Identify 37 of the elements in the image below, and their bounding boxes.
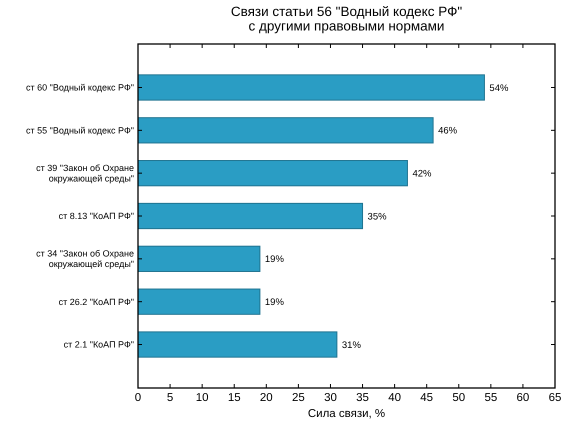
chart-title: Связи статьи 56 "Водный кодекс РФ" с другими правовыми нормами: [230, 4, 462, 34]
y-tick-label: ст 55 "Водный кодекс РФ": [26, 125, 134, 136]
x-axis-title: Сила связи, %: [308, 408, 386, 420]
data-label: 19%: [264, 254, 284, 266]
x-tick-label: 15: [228, 392, 241, 404]
data-label: 19%: [264, 297, 284, 308]
bar: [138, 288, 260, 315]
x-tick-label: 60: [516, 392, 530, 404]
y-tick-label: ст 34 "Закон об Охране окружающей среды": [36, 248, 134, 270]
data-label: 42%: [412, 168, 432, 180]
y-tick-label: ст 60 "Водный кодекс РФ": [26, 82, 134, 93]
y-tick-label: ст 8.13 "КоАП РФ": [58, 211, 134, 222]
bar: [138, 331, 338, 358]
bar: [138, 160, 408, 186]
x-tick-label: 20: [260, 392, 273, 404]
x-tick-label: 55: [484, 392, 498, 404]
data-label: 46%: [438, 126, 458, 137]
bar: [138, 74, 485, 101]
x-tick-label: 0: [134, 392, 142, 404]
data-label: 35%: [368, 211, 388, 222]
x-tick-label: 10: [196, 392, 209, 404]
x-tick-label: 50: [452, 392, 466, 404]
bar: [138, 202, 364, 230]
x-tick-label: 45: [420, 392, 434, 404]
x-tick-label: 5: [166, 392, 174, 404]
x-tick-label: 65: [548, 392, 562, 404]
x-tick-label: 40: [388, 392, 402, 404]
y-tick-label: ст 2.1 "КоАП РФ": [64, 340, 134, 350]
x-tick-label: 35: [356, 392, 369, 404]
x-tick-label: 25: [292, 392, 305, 404]
y-tick-label: ст 39 "Закон об Охране окружающей среды": [36, 163, 134, 184]
data-label: 31%: [342, 340, 362, 351]
bar: [138, 246, 260, 272]
bar: [138, 117, 434, 144]
y-tick-label: ст 26.2 "КоАП РФ": [58, 296, 134, 307]
x-tick-label: 30: [324, 392, 337, 404]
data-label: 54%: [489, 82, 509, 94]
